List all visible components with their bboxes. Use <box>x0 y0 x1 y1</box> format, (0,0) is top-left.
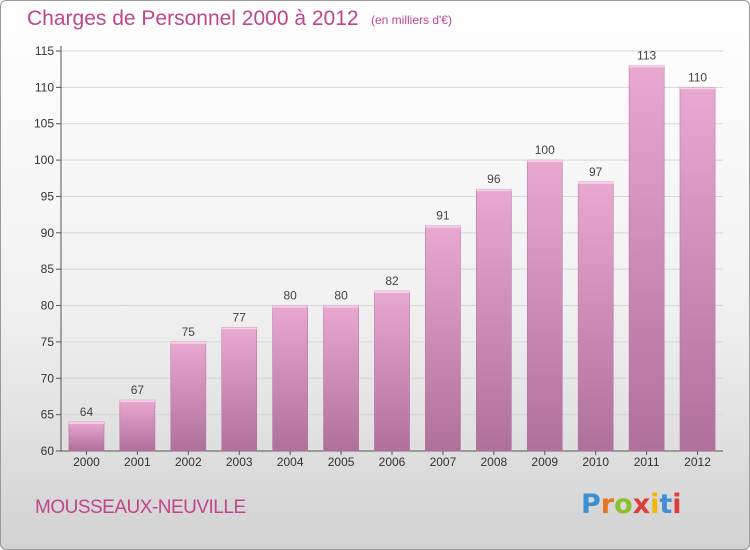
data-label: 100 <box>535 143 555 157</box>
data-label: 80 <box>283 289 297 303</box>
x-tick-label: 2003 <box>226 455 253 469</box>
bar <box>323 305 359 452</box>
y-tick-label: 65 <box>41 408 55 422</box>
axes: 60 65 70 75 80 85 90 95 100 105 110 115 2000 2001 2002… <box>34 44 723 469</box>
bar-highlight <box>629 65 665 68</box>
bar <box>679 87 716 452</box>
bar-highlight <box>476 189 512 192</box>
x-tick-label: 2002 <box>175 455 202 469</box>
bar <box>476 188 512 452</box>
x-tick-label: 2009 <box>531 455 558 469</box>
data-label: 82 <box>385 274 399 288</box>
y-tick-label: 75 <box>41 335 55 349</box>
bar-highlight <box>425 225 461 228</box>
bar-highlight <box>272 305 308 308</box>
y-tick-label: 105 <box>34 117 54 131</box>
data-label: 113 <box>637 49 656 63</box>
bar <box>425 225 461 452</box>
x-tick-label: 2000 <box>73 455 100 469</box>
x-tick-label: 2011 <box>634 455 660 469</box>
bar-highlight <box>323 305 359 308</box>
y-tick-label: 95 <box>41 189 55 203</box>
bars <box>68 65 716 452</box>
proxiti-logo: Proxiti <box>581 489 682 520</box>
x-tick-label: 2012 <box>684 455 711 469</box>
data-label: 80 <box>334 289 348 303</box>
bar-highlight <box>679 87 716 90</box>
bar-highlight <box>119 400 155 403</box>
logo-letter: i <box>672 489 682 520</box>
bar <box>272 305 308 452</box>
data-label: 75 <box>182 325 196 339</box>
bar-highlight <box>527 160 563 163</box>
data-label: 96 <box>487 172 501 186</box>
logo-letter: r <box>600 489 615 520</box>
data-label: 67 <box>131 383 145 397</box>
x-tick-label: 2008 <box>480 455 507 469</box>
bar <box>374 290 410 452</box>
bar-highlight <box>578 181 614 184</box>
bar <box>628 65 665 452</box>
y-tick-label: 70 <box>41 371 55 385</box>
y-tick-label: 60 <box>41 444 55 458</box>
unit-note: (en milliers d'€) <box>371 13 452 27</box>
commune-name: MOUSSEAUX-NEUVILLE <box>35 497 246 518</box>
logo-letter: i <box>650 489 660 520</box>
bar <box>68 421 105 452</box>
bar <box>526 159 563 452</box>
data-label: 110 <box>688 70 707 84</box>
x-tick-label: 2005 <box>328 455 355 469</box>
y-tick-label: 80 <box>41 299 55 313</box>
data-label: 77 <box>233 310 247 324</box>
x-tick-label: 2001 <box>124 455 151 469</box>
logo-letter: o <box>614 489 633 520</box>
bar-highlight <box>374 291 410 293</box>
bar-highlight <box>68 421 105 424</box>
x-tick-label: 2004 <box>277 455 304 469</box>
bar-highlight <box>221 327 257 330</box>
y-tick-label: 100 <box>34 153 54 167</box>
y-tick-label: 110 <box>35 80 54 94</box>
data-label: 91 <box>436 209 450 223</box>
bar-highlight <box>170 341 206 344</box>
y-tick-label: 90 <box>41 226 55 240</box>
data-label: 64 <box>80 405 94 419</box>
labels: 64 67 75 77 80 80 82 91 96 100 97 113 110 <box>80 49 708 419</box>
bar <box>577 181 614 452</box>
chart-title: Charges de Personnel 2000 à 2012 <box>27 7 359 30</box>
logo-letter: x <box>632 489 651 520</box>
x-tick-label: 2006 <box>379 455 406 469</box>
x-tick-label: 2007 <box>430 455 457 469</box>
y-tick-label: 115 <box>35 44 54 58</box>
bar <box>119 399 156 452</box>
x-tick-label: 2010 <box>582 455 609 469</box>
y-tick-label: 85 <box>41 262 55 276</box>
data-label: 97 <box>589 165 603 179</box>
logo-letter: t <box>659 489 673 520</box>
bar <box>170 341 207 452</box>
bar <box>221 327 258 452</box>
logo-letter: P <box>581 489 601 520</box>
